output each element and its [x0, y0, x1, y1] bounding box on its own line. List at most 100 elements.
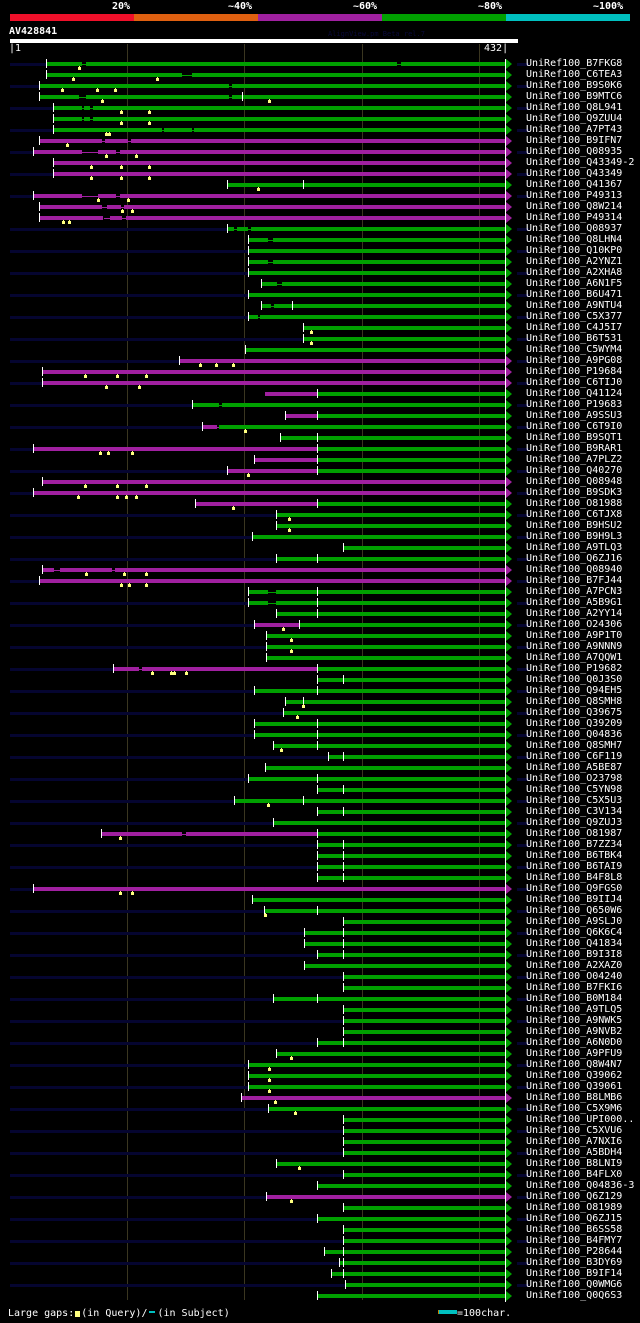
hit-row[interactable]: UniRef100_A7NXI6	[0, 1136, 640, 1148]
hit-label[interactable]: UniRef100_P49313	[526, 190, 623, 201]
hit-label[interactable]: UniRef100_O81989	[526, 1202, 623, 1213]
hit-label[interactable]: UniRef100_P28644	[526, 1246, 623, 1257]
hit-label[interactable]: UniRef100_Q04836-3	[526, 1180, 635, 1191]
hit-row[interactable]: UniRef100_B4FLX0	[0, 1169, 640, 1181]
hit-label[interactable]: UniRef100_Q6ZJ15	[526, 1213, 623, 1224]
hit-label[interactable]: UniRef100_B7FJ44	[526, 575, 623, 586]
hit-row[interactable]: UniRef100_B9SQT1	[0, 432, 640, 444]
hit-label[interactable]: UniRef100_Q08935	[526, 146, 623, 157]
hit-label[interactable]: UniRef100_B9SDK3	[526, 487, 623, 498]
hit-row[interactable]: UniRef100_A5BDH4	[0, 1147, 640, 1159]
hit-label[interactable]: UniRef100_A5B9G1	[526, 597, 623, 608]
hit-row[interactable]: UniRef100_C3V134	[0, 806, 640, 818]
hit-row[interactable]: UniRef100_C6TEA3	[0, 69, 640, 81]
hit-row[interactable]: UniRef100_Q08935	[0, 146, 640, 158]
hit-row[interactable]: UniRef100_A9P1T0	[0, 630, 640, 642]
hit-label[interactable]: UniRef100_B6TAI9	[526, 861, 623, 872]
hit-label[interactable]: UniRef100_C5X9M6	[526, 1103, 623, 1114]
hit-label[interactable]: UniRef100_Q6Z129	[526, 1191, 623, 1202]
hit-row[interactable]: UniRef100_B6TBK4	[0, 850, 640, 862]
hit-label[interactable]: UniRef100_A2XHA8	[526, 267, 623, 278]
hit-label[interactable]: UniRef100_B7FKI6	[526, 982, 623, 993]
hit-row[interactable]: UniRef100_A6N0D0	[0, 1037, 640, 1049]
hit-row[interactable]: UniRef100_B0M184	[0, 993, 640, 1005]
hit-label[interactable]: UniRef100_P49314	[526, 212, 623, 223]
hit-label[interactable]: UniRef100_Q9FGS0	[526, 883, 623, 894]
hit-label[interactable]: UniRef100_B9IF14	[526, 1268, 623, 1279]
hit-label[interactable]: UniRef100_Q8L941	[526, 102, 623, 113]
hit-row[interactable]: UniRef100_B3DY69	[0, 1257, 640, 1269]
hit-row[interactable]: UniRef100_Q6Z129	[0, 1191, 640, 1203]
hit-row[interactable]: UniRef100_O24306	[0, 619, 640, 631]
hit-label[interactable]: UniRef100_C5XVU6	[526, 1125, 623, 1136]
hit-row[interactable]: UniRef100_Q39675	[0, 707, 640, 719]
hit-label[interactable]: UniRef100_B9IIJ4	[526, 894, 623, 905]
hit-row[interactable]: UniRef100_B6TAI9	[0, 861, 640, 873]
hit-row[interactable]: UniRef100_B7ZZ34	[0, 839, 640, 851]
hit-row[interactable]: UniRef100_C5WYM4	[0, 344, 640, 356]
hit-label[interactable]: UniRef100_B9SQT1	[526, 432, 623, 443]
hit-row[interactable]: UniRef100_A6N1F5	[0, 278, 640, 290]
hit-row[interactable]: UniRef100_Q6ZJ16	[0, 553, 640, 565]
hit-label[interactable]: UniRef100_C3V134	[526, 806, 623, 817]
hit-label[interactable]: UniRef100_UPI000..	[526, 1114, 635, 1125]
hit-row[interactable]: UniRef100_B7FKG8	[0, 58, 640, 70]
hit-label[interactable]: UniRef100_A9TLQ5	[526, 1004, 623, 1015]
hit-row[interactable]: UniRef100_B8LNI9	[0, 1158, 640, 1170]
hit-label[interactable]: UniRef100_O04240	[526, 971, 623, 982]
hit-label[interactable]: UniRef100_A2YY14	[526, 608, 623, 619]
hit-row[interactable]: UniRef100_C5X9M6	[0, 1103, 640, 1115]
hit-row[interactable]: UniRef100_Q8W214	[0, 201, 640, 213]
hit-label[interactable]: UniRef100_A7PT43	[526, 124, 623, 135]
hit-row[interactable]: UniRef100_A9PG08	[0, 355, 640, 367]
hit-label[interactable]: UniRef100_Q08940	[526, 564, 623, 575]
hit-label[interactable]: UniRef100_A2YNZ1	[526, 256, 623, 267]
hit-label[interactable]: UniRef100_A9SSU3	[526, 410, 623, 421]
hit-label[interactable]: UniRef100_A9NVB2	[526, 1026, 623, 1037]
hit-row[interactable]: UniRef100_Q10KP0	[0, 245, 640, 257]
hit-row[interactable]: UniRef100_P28644	[0, 1246, 640, 1258]
hit-label[interactable]: UniRef100_C5WYM4	[526, 344, 623, 355]
hit-row[interactable]: UniRef100_Q39062	[0, 1070, 640, 1082]
hit-label[interactable]: UniRef100_B6U471	[526, 289, 623, 300]
hit-label[interactable]: UniRef100_Q9ZUJ3	[526, 817, 623, 828]
hit-row[interactable]: UniRef100_A2XHA8	[0, 267, 640, 279]
hit-label[interactable]: UniRef100_Q04836	[526, 729, 623, 740]
hit-row[interactable]: UniRef100_Q9FGS0	[0, 883, 640, 895]
hit-label[interactable]: UniRef100_Q6ZJ16	[526, 553, 623, 564]
hit-row[interactable]: UniRef100_A7PLZ2	[0, 454, 640, 466]
hit-row[interactable]: UniRef100_B4FMY7	[0, 1235, 640, 1247]
hit-row[interactable]: UniRef100_C6T9I0	[0, 421, 640, 433]
hit-row[interactable]: UniRef100_Q04836-3	[0, 1180, 640, 1192]
hit-row[interactable]: UniRef100_Q08948	[0, 476, 640, 488]
hit-label[interactable]: UniRef100_Q39209	[526, 718, 623, 729]
hit-label[interactable]: UniRef100_P19683	[526, 399, 623, 410]
hit-row[interactable]: UniRef100_Q40270	[0, 465, 640, 477]
hit-label[interactable]: UniRef100_Q08948	[526, 476, 623, 487]
hit-label[interactable]: UniRef100_A2XAZ0	[526, 960, 623, 971]
hit-row[interactable]: UniRef100_Q39061	[0, 1081, 640, 1093]
hit-row[interactable]: UniRef100_Q43349	[0, 168, 640, 180]
hit-row[interactable]: UniRef100_A5B9G1	[0, 597, 640, 609]
hit-row[interactable]: UniRef100_A9NWK5	[0, 1015, 640, 1027]
hit-label[interactable]: UniRef100_A9PG08	[526, 355, 623, 366]
hit-label[interactable]: UniRef100_C4J5I7	[526, 322, 623, 333]
hit-label[interactable]: UniRef100_B4FMY7	[526, 1235, 623, 1246]
hit-label[interactable]: UniRef100_Q41367	[526, 179, 623, 190]
hit-row[interactable]: UniRef100_C6TIJ0	[0, 377, 640, 389]
hit-label[interactable]: UniRef100_C5X5U3	[526, 795, 623, 806]
hit-label[interactable]: UniRef100_A7PLZ2	[526, 454, 623, 465]
hit-row[interactable]: UniRef100_Q6K6C4	[0, 927, 640, 939]
hit-row[interactable]: UniRef100_A9NVB2	[0, 1026, 640, 1038]
hit-row[interactable]: UniRef100_Q9ZUU4	[0, 113, 640, 125]
hit-label[interactable]: UniRef100_B9S0K6	[526, 80, 623, 91]
hit-label[interactable]: UniRef100_A9NTU4	[526, 300, 623, 311]
hit-row[interactable]: UniRef100_A7PT43	[0, 124, 640, 136]
hit-label[interactable]: UniRef100_B8LNI9	[526, 1158, 623, 1169]
hit-row[interactable]: UniRef100_O23798	[0, 773, 640, 785]
hit-row[interactable]: UniRef100_Q04836	[0, 729, 640, 741]
hit-row[interactable]: UniRef100_B6U471	[0, 289, 640, 301]
hit-row[interactable]: UniRef100_B4F8L8	[0, 872, 640, 884]
hit-label[interactable]: UniRef100_B9MTC6	[526, 91, 623, 102]
hit-label[interactable]: UniRef100_A9PFU9	[526, 1048, 623, 1059]
